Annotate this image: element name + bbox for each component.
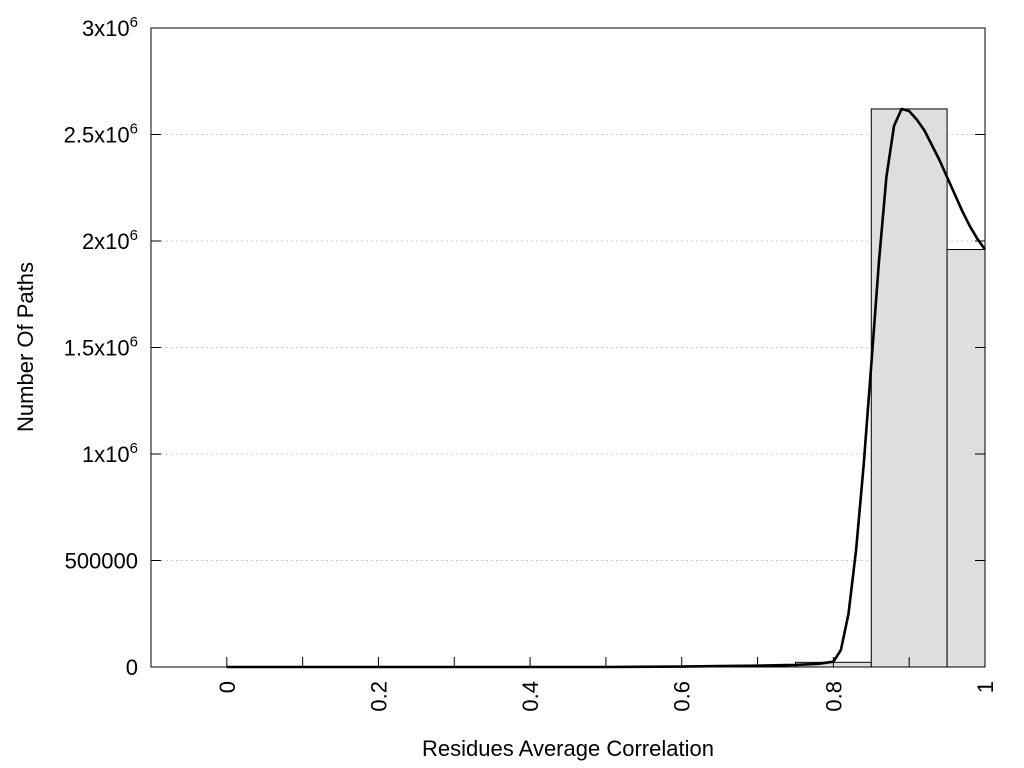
x-tick-label: 0.8 (821, 681, 846, 712)
y-tick-label: 2x106 (82, 227, 138, 254)
x-tick-labels: 0 0.2 0.4 0.6 0.8 1 (215, 681, 998, 712)
bars (794, 108, 986, 668)
y-tick-label: 0 (126, 655, 138, 680)
y-tick-label: 500000 (65, 549, 138, 574)
y-axis-label: Number Of Paths (13, 262, 38, 432)
x-tick-label: 1 (973, 681, 998, 693)
y-tick-labels: 0 500000 1x106 1.5x106 2x106 2.5x106 3x106 (64, 14, 138, 680)
axis-ticks (151, 27, 986, 668)
x-tick-label: 0 (215, 681, 240, 693)
x-axis-label: Residues Average Correlation (422, 736, 714, 761)
y-tick-label: 3x106 (82, 14, 138, 41)
y-tick-label: 1.5x106 (64, 334, 138, 361)
x-tick-label: 0.6 (670, 681, 695, 712)
y-tick-label: 1x106 (82, 440, 138, 467)
x-tick-label: 0.4 (518, 681, 543, 712)
histogram-bar (870, 108, 948, 668)
histogram-bar (946, 249, 986, 668)
grid-lines (151, 134, 985, 561)
y-tick-label: 2.5x106 (64, 121, 138, 148)
x-tick-label: 0.2 (366, 681, 391, 712)
